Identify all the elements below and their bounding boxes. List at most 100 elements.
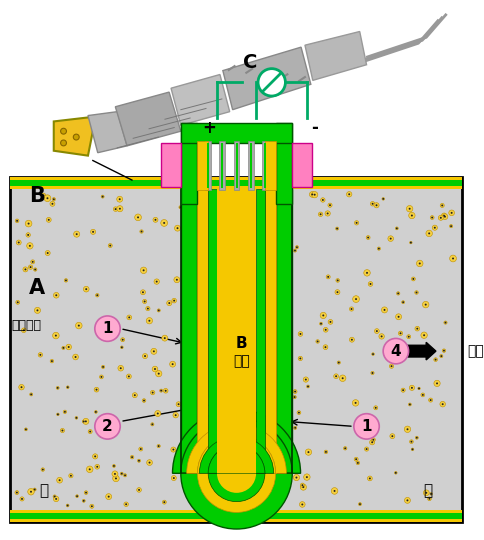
Circle shape [396,227,398,230]
Circle shape [45,251,50,255]
Circle shape [53,198,55,200]
Circle shape [114,473,116,475]
Circle shape [335,375,337,377]
Circle shape [142,291,144,293]
Circle shape [366,272,368,274]
Circle shape [109,245,111,247]
Polygon shape [88,112,127,153]
Bar [10,177,462,522]
Circle shape [134,394,136,396]
Circle shape [64,411,66,413]
Text: C: C [243,53,257,72]
Bar [264,143,266,188]
Circle shape [402,301,404,303]
Wedge shape [208,445,265,502]
Circle shape [408,403,411,406]
Circle shape [378,248,380,249]
Circle shape [140,267,147,274]
Wedge shape [187,423,287,473]
Circle shape [158,373,160,375]
Circle shape [63,410,67,414]
Circle shape [325,329,327,331]
Bar [256,189,265,473]
Circle shape [57,414,59,415]
Circle shape [430,492,432,495]
Circle shape [175,456,180,461]
Circle shape [416,260,423,267]
Circle shape [74,231,80,237]
Circle shape [305,449,312,455]
Circle shape [376,330,378,332]
Bar [275,123,292,204]
Circle shape [434,227,436,228]
Circle shape [364,269,370,276]
Circle shape [118,366,123,371]
Bar [221,143,223,188]
Circle shape [117,206,123,212]
Text: 1: 1 [361,419,372,434]
Circle shape [375,329,379,334]
Circle shape [369,283,372,285]
Circle shape [359,503,361,505]
Circle shape [177,227,179,229]
Circle shape [328,203,332,207]
Circle shape [307,451,309,453]
Circle shape [155,370,162,377]
Circle shape [325,451,327,453]
Circle shape [23,267,28,272]
Circle shape [154,279,159,284]
Circle shape [419,262,421,265]
Circle shape [57,477,62,483]
Circle shape [356,461,360,465]
Circle shape [127,315,132,320]
Circle shape [360,422,365,428]
Circle shape [353,296,360,302]
Circle shape [101,376,103,378]
Wedge shape [197,434,275,473]
Circle shape [371,372,374,375]
Circle shape [115,477,117,480]
Circle shape [33,488,36,491]
Circle shape [324,346,326,348]
Bar [250,143,252,188]
Circle shape [117,196,122,202]
Circle shape [439,215,443,220]
Text: 尾气: 尾气 [467,344,484,358]
Circle shape [177,457,179,460]
Circle shape [60,140,66,146]
Circle shape [323,327,328,332]
Bar [181,123,197,204]
Circle shape [61,429,63,431]
Circle shape [113,475,119,482]
Circle shape [323,345,328,349]
Circle shape [352,400,359,406]
Circle shape [435,359,437,361]
Circle shape [367,237,369,239]
Circle shape [59,479,60,481]
Circle shape [153,350,155,352]
Circle shape [337,361,340,364]
Circle shape [427,497,431,501]
Circle shape [55,294,57,296]
Circle shape [328,320,333,325]
Circle shape [428,232,430,234]
Circle shape [102,366,104,368]
Circle shape [137,459,140,462]
Circle shape [440,355,442,357]
Text: B: B [30,186,45,206]
Circle shape [28,489,34,495]
Circle shape [320,323,322,325]
Circle shape [372,353,374,355]
Circle shape [293,464,295,467]
Circle shape [57,387,59,389]
Circle shape [409,440,413,443]
Circle shape [442,349,446,353]
Circle shape [46,197,48,199]
Circle shape [51,203,53,205]
Circle shape [156,281,158,282]
Text: A: A [30,279,45,299]
Circle shape [415,291,418,294]
Circle shape [175,414,177,416]
Circle shape [94,410,97,413]
Circle shape [357,462,359,464]
